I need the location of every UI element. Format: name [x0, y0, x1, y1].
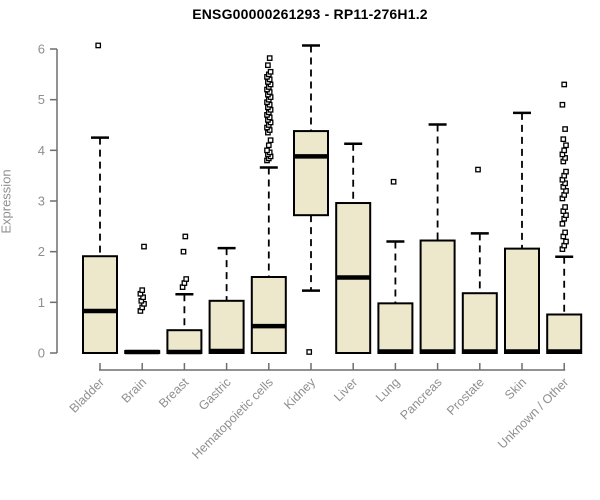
outlier-point [183, 276, 190, 282]
outlier-point [561, 81, 568, 88]
outlier-point [264, 147, 270, 154]
outlier-point [182, 233, 189, 240]
outlier-point [562, 229, 568, 236]
outlier-point [559, 101, 566, 108]
outlier-point [390, 178, 397, 185]
outlier-point [561, 147, 568, 154]
iqr-box [504, 247, 540, 354]
iqr-box [377, 302, 414, 355]
x-tick-label: Prostate [444, 375, 487, 418]
outlier-point [560, 136, 567, 143]
outlier-point [180, 248, 187, 255]
outlier-point [306, 349, 313, 355]
outlier-point [139, 287, 146, 294]
y-tick-label: 6 [38, 42, 45, 57]
x-tick-label: Liver [331, 375, 360, 404]
iqr-box [166, 329, 203, 355]
outlier-point [562, 126, 568, 132]
y-tick-label: 1 [38, 295, 45, 310]
outlier-point [559, 220, 566, 227]
outlier-point [562, 204, 568, 210]
y-tick-label: 0 [38, 346, 45, 361]
iqr-box [82, 255, 118, 354]
iqr-box [208, 299, 245, 354]
iqr-box [250, 276, 287, 354]
outlier-point [475, 166, 481, 173]
x-tick-label: Breast [156, 375, 192, 411]
x-tick-label: Hematopoietic cells [189, 375, 276, 462]
outlier-point [563, 238, 569, 245]
outlier-point [95, 42, 102, 49]
iqr-box [546, 313, 583, 355]
outlier-point [267, 68, 274, 75]
outlier-point [563, 168, 569, 175]
outlier-point [265, 142, 272, 149]
y-tick-label: 4 [38, 143, 45, 158]
y-tick-label: 3 [38, 194, 45, 209]
chart-title: ENSG00000261293 - RP11-276H1.2 [192, 6, 428, 22]
y-tick-label: 5 [38, 92, 45, 107]
outlier-point [266, 55, 273, 61]
x-tick-label: Kidney [281, 375, 318, 412]
iqr-box [461, 292, 498, 355]
y-axis-label: Expression [0, 169, 14, 234]
iqr-box [419, 239, 456, 355]
outlier-point [265, 62, 271, 69]
y-tick-label: 2 [38, 244, 45, 259]
x-tick-label: Brain [119, 375, 150, 406]
x-tick-label: Bladder [67, 375, 107, 415]
outlier-point [141, 243, 147, 250]
x-tick-label: Lung [373, 375, 403, 405]
outlier-point [267, 137, 274, 144]
x-tick-label: Skin [502, 375, 529, 402]
x-tick-label: Pancreas [397, 375, 444, 422]
iqr-box [293, 130, 329, 217]
outlier-point [563, 142, 569, 149]
x-tick-label: Gastric [196, 375, 234, 413]
